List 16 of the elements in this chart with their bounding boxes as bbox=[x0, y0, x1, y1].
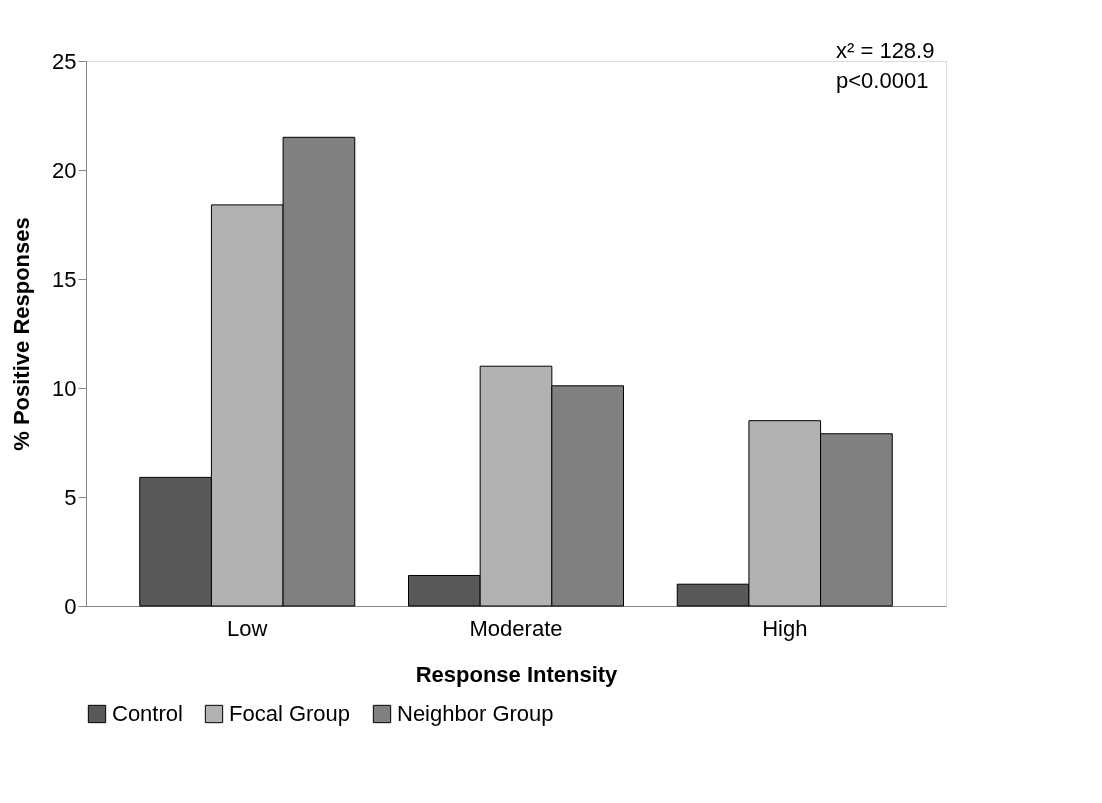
legend-label: Neighbor Group bbox=[397, 701, 554, 726]
y-axis-title: % Positive Responses bbox=[9, 217, 35, 451]
y-tick-label: 5 bbox=[64, 484, 77, 510]
x-tick-label: Low bbox=[227, 615, 268, 641]
legend-label: Focal Group bbox=[229, 701, 351, 726]
annotation: x² = 128.9 bbox=[836, 38, 935, 63]
y-tick-label: 0 bbox=[64, 593, 77, 619]
x-tick-label: Moderate bbox=[469, 615, 563, 641]
y-tick-label: 20 bbox=[52, 157, 77, 183]
x-tick-label: High bbox=[762, 615, 808, 641]
legend-label: Control bbox=[112, 701, 183, 726]
annotation: p<0.0001 bbox=[836, 68, 929, 93]
y-tick-label: 15 bbox=[52, 266, 77, 292]
x-axis-title: Response Intensity bbox=[415, 661, 619, 687]
y-tick-label: 10 bbox=[52, 375, 77, 401]
y-tick-label: 25 bbox=[52, 48, 77, 74]
